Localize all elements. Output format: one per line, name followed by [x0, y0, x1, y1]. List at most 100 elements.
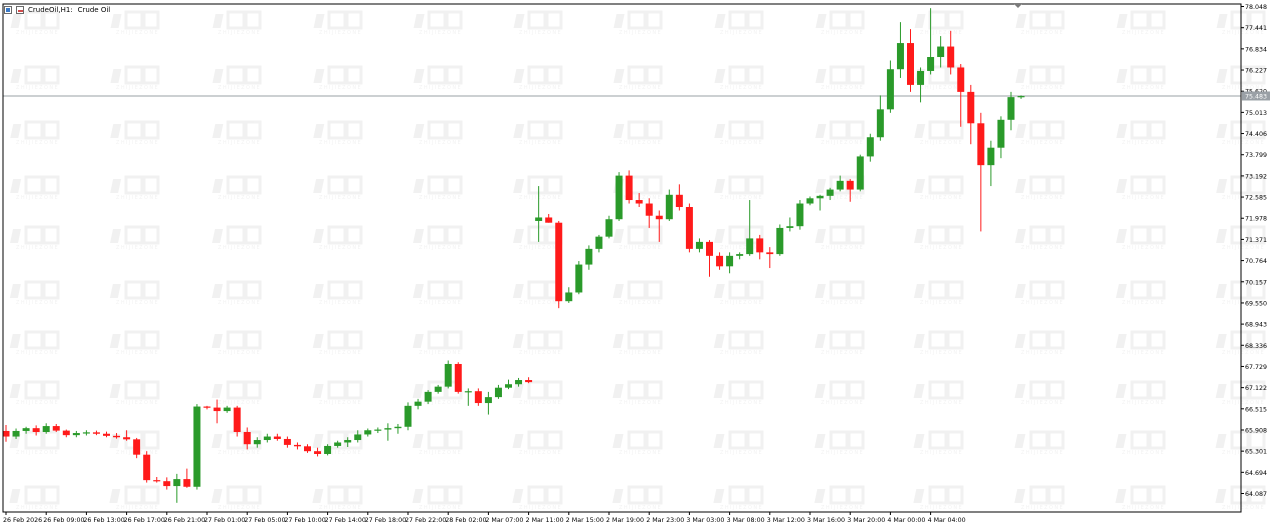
- candle: [625, 170, 633, 204]
- candle: [394, 423, 402, 434]
- watermark: ZHIJIEZONE: [1116, 225, 1166, 251]
- candle: [585, 245, 593, 270]
- watermark: ZHIJIEZONE: [110, 65, 160, 91]
- x-tick-label: 2 Mar 23:00: [646, 517, 684, 524]
- candle-body: [1007, 97, 1015, 120]
- x-tick-label: 3 Mar 12:00: [767, 517, 805, 524]
- candle-body: [173, 479, 181, 487]
- chart-menu-icon[interactable]: [4, 6, 12, 14]
- watermark-text: ZHIJIEZONE: [116, 350, 159, 356]
- candle-body: [726, 255, 734, 267]
- candle-body: [193, 406, 201, 487]
- candle-body: [967, 91, 975, 124]
- x-tick-label: 26 Feb 13:00: [83, 517, 124, 524]
- watermark-text: ZHIJIEZONE: [1021, 140, 1064, 146]
- watermark-text: ZHIJIEZONE: [319, 450, 362, 456]
- candle-body: [273, 436, 281, 439]
- watermark: ZHIJIEZONE: [413, 120, 463, 146]
- watermark-text: ZHIJIEZONE: [519, 195, 562, 201]
- candle: [716, 252, 724, 270]
- candle: [796, 200, 804, 230]
- watermark: ZHIJIEZONE: [110, 225, 160, 251]
- y-tick-label: 67.122: [1245, 385, 1267, 392]
- watermark: ZHIJIEZONE: [110, 10, 160, 36]
- candle-body: [655, 215, 663, 220]
- y-tick-label: 74.406: [1245, 131, 1267, 138]
- watermark-text: ZHIJIEZONE: [720, 505, 763, 511]
- y-tick-label: 71.371: [1245, 237, 1267, 244]
- candle-body: [927, 57, 935, 71]
- candle: [384, 423, 392, 441]
- candle-body: [434, 386, 442, 392]
- candle: [525, 377, 533, 384]
- watermark: ZHIJIEZONE: [212, 65, 262, 91]
- watermark: ZHIJIEZONE: [914, 10, 964, 36]
- watermark-text: ZHIJIEZONE: [619, 505, 662, 511]
- x-tick-label: 3 Mar 08:00: [727, 517, 765, 524]
- watermark-text: ZHIJIEZONE: [1122, 195, 1165, 201]
- watermark-text: ZHIJIEZONE: [1222, 195, 1265, 201]
- candle: [947, 30, 955, 75]
- candle: [183, 468, 191, 488]
- watermark: ZHIJIEZONE: [713, 330, 764, 356]
- candle-body: [746, 238, 754, 255]
- watermark-text: ZHIJIEZONE: [920, 245, 963, 251]
- y-tick-label: 76.834: [1245, 46, 1267, 53]
- candle-body: [394, 426, 402, 429]
- candle-body: [404, 405, 412, 427]
- watermark: ZHIJIEZONE: [613, 120, 663, 146]
- candle-body: [243, 432, 251, 445]
- candle-body: [153, 480, 161, 482]
- candle: [42, 423, 50, 434]
- watermark-text: ZHIJIEZONE: [319, 30, 362, 36]
- candle-body: [836, 180, 844, 190]
- candle: [12, 428, 20, 439]
- candle: [233, 405, 241, 437]
- watermark-text: ZHIJIEZONE: [519, 350, 562, 356]
- chart-shift-marker-icon[interactable]: [1014, 4, 1022, 8]
- chart-properties-icon[interactable]: [16, 6, 24, 14]
- watermark-text: ZHIJIEZONE: [419, 195, 462, 201]
- watermark-text: ZHIJIEZONE: [319, 245, 362, 251]
- candle: [173, 473, 181, 503]
- x-tick-label: 2 Mar 15:00: [566, 517, 604, 524]
- watermark: ZHIJIEZONE: [1216, 120, 1266, 146]
- watermark: ZHIJIEZONE: [1014, 380, 1065, 406]
- watermark: ZHIJIEZONE: [212, 10, 262, 36]
- watermark: ZHIJIEZONE: [10, 10, 60, 36]
- watermark: ZHIJIEZONE: [913, 485, 964, 511]
- watermark-text: ZHIJIEZONE: [1122, 140, 1165, 146]
- y-tick-label: 67.729: [1245, 364, 1267, 371]
- watermark: ZHIJIEZONE: [814, 485, 865, 511]
- candle: [515, 377, 523, 387]
- watermark-text: ZHIJIEZONE: [720, 245, 763, 251]
- candle-body: [756, 238, 764, 253]
- candle: [223, 405, 231, 413]
- candle-body: [464, 391, 472, 393]
- y-tick-label: 77.441: [1245, 25, 1267, 32]
- watermark: ZHIJIEZONE: [1115, 430, 1166, 456]
- watermark: ZHIJIEZONE: [212, 120, 262, 146]
- watermark-text: ZHIJIEZONE: [419, 300, 462, 306]
- watermark: ZHIJIEZONE: [1116, 10, 1166, 36]
- watermark: ZHIJIEZONE: [512, 430, 563, 456]
- watermark-text: ZHIJIEZONE: [116, 505, 159, 511]
- watermark: ZHIJIEZONE: [413, 225, 463, 251]
- candle: [505, 379, 512, 390]
- watermark: ZHIJIEZONE: [512, 280, 563, 306]
- watermark: ZHIJIEZONE: [109, 380, 160, 406]
- watermark-text: ZHIJIEZONE: [619, 350, 662, 356]
- candle-body: [545, 217, 553, 223]
- watermark-text: ZHIJIEZONE: [619, 245, 662, 251]
- candle: [263, 433, 271, 443]
- watermark: ZHIJIEZONE: [1015, 225, 1065, 251]
- watermark-text: ZHIJIEZONE: [920, 195, 963, 201]
- candle: [555, 220, 563, 309]
- watermark: ZHIJIEZONE: [814, 430, 865, 456]
- x-tick-label: 4 Mar 00:00: [887, 517, 925, 524]
- candle-body: [2, 430, 10, 437]
- watermark-text: ZHIJIEZONE: [720, 450, 763, 456]
- candle: [726, 252, 734, 274]
